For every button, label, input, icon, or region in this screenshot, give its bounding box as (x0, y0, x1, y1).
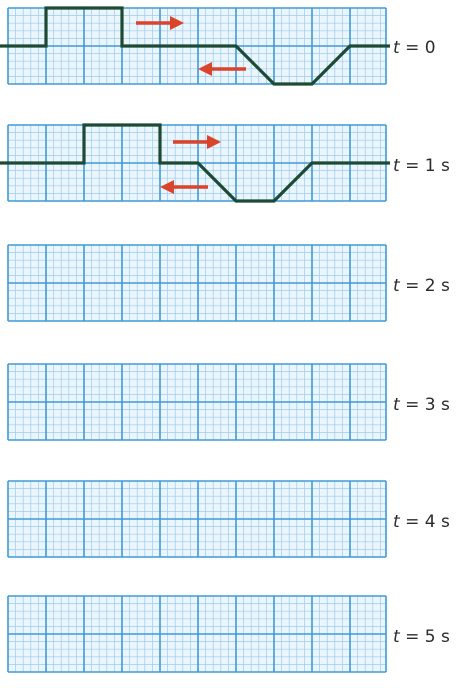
wave-t0 (0, 6, 390, 86)
time-label-t1: t = 1 s (393, 156, 450, 176)
time-label-t0: t = 0 (393, 38, 436, 58)
wave-t1 (0, 123, 390, 203)
arrow-left-t0 (198, 62, 246, 76)
panel-t0: t = 0 (0, 6, 436, 86)
panel-t2: t = 2 s (7, 244, 450, 322)
time-label-t2: t = 2 s (393, 276, 450, 296)
arrow-right-t0 (136, 16, 184, 30)
panel-t3: t = 3 s (7, 363, 450, 441)
time-label-t5: t = 5 s (393, 627, 450, 647)
grid-t5 (7, 595, 387, 673)
arrow-right-t1 (173, 135, 221, 149)
arrow-left-t1 (160, 180, 208, 194)
grid-t4 (7, 480, 387, 558)
grid-t3 (7, 363, 387, 441)
time-label-t3: t = 3 s (393, 395, 450, 415)
time-label-t4: t = 4 s (393, 512, 450, 532)
grid-t2 (7, 244, 387, 322)
panel-t4: t = 4 s (7, 480, 450, 558)
panel-t1: t = 1 s (0, 123, 450, 203)
panel-t5: t = 5 s (7, 595, 450, 673)
grid-t0 (7, 7, 387, 85)
